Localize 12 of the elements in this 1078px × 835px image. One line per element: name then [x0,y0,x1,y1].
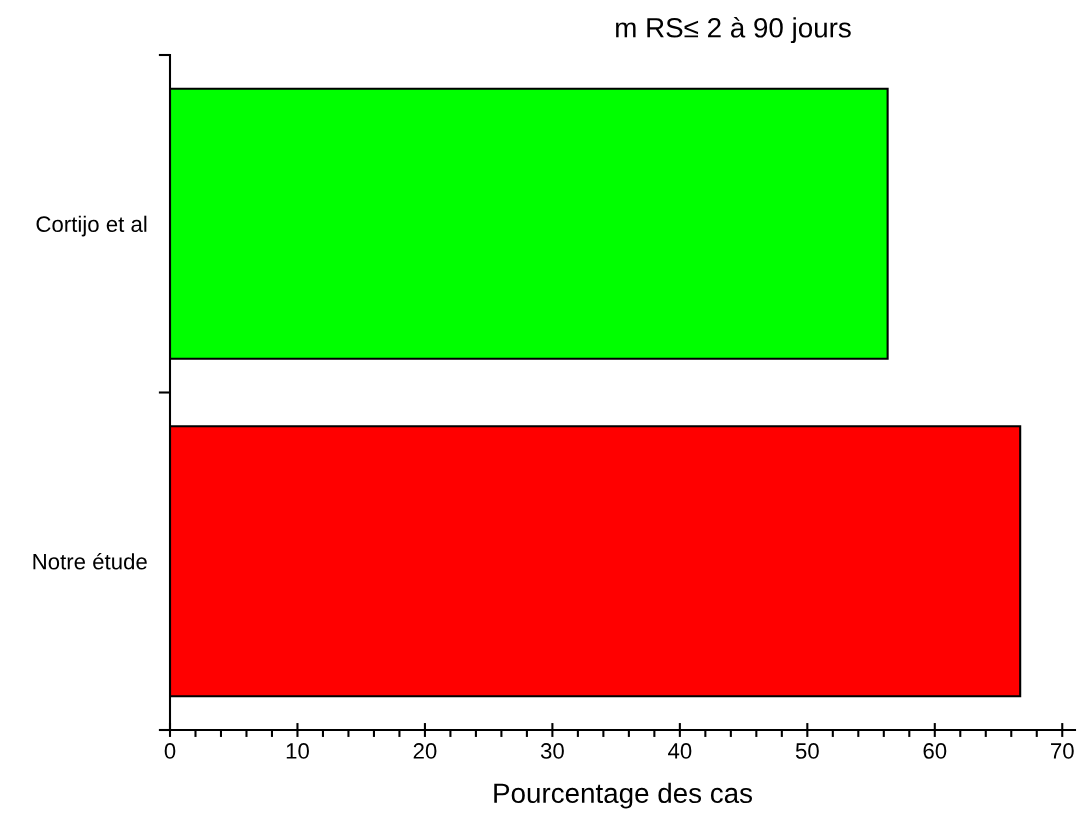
x-tick-label: 60 [923,743,947,759]
y-tick-label: Notre étude [33,552,147,570]
x-tick-label: 70 [1051,743,1074,759]
chart-title: m RS≤ 2 à 90 jours [616,16,851,44]
y-tick-label: Cortijo et al [36,215,147,237]
x-tick-label: 30 [540,743,564,759]
x-tick-label: 20 [413,743,437,759]
x-axis-title: Pourcentage des cas [494,782,752,809]
x-tick-label: 50 [795,743,819,759]
x-tick-label: 10 [286,743,309,759]
x-tick-label: 0 [164,743,176,759]
x-tick-label: 40 [668,743,692,759]
